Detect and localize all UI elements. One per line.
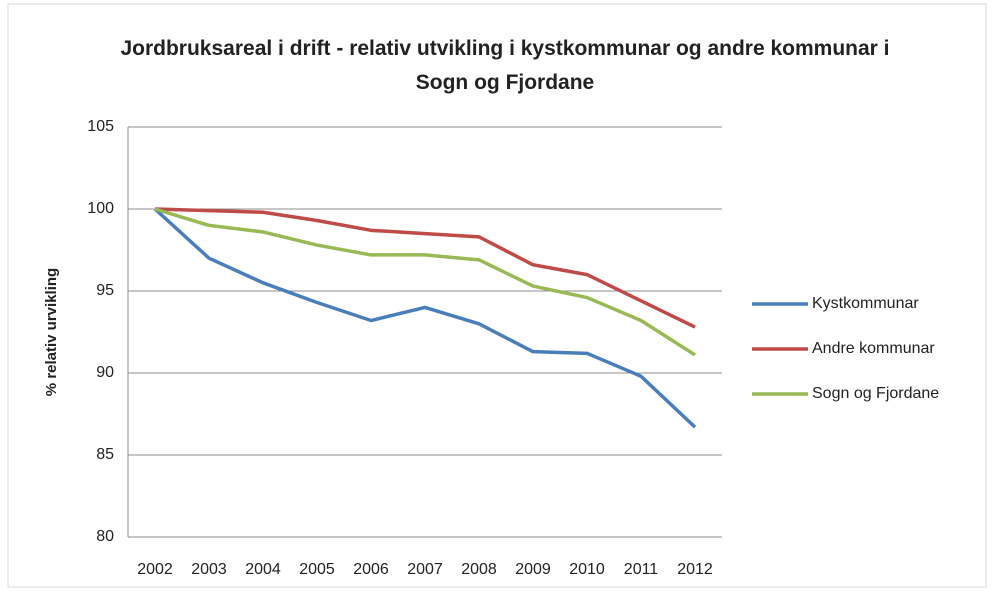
legend-label: Sogn og Fjordane (812, 385, 939, 402)
x-tick-label: 2007 (407, 561, 443, 578)
y-axis-label: % relativ urvikling (43, 268, 60, 396)
x-tick-label: 2012 (677, 561, 713, 578)
line-series (154, 207, 696, 357)
line-series (153, 207, 697, 429)
chart-border (7, 3, 987, 588)
chart-title: Jordbruksareal i drift - relativ utvikli… (120, 37, 890, 94)
x-tick-label: 2011 (624, 561, 659, 578)
x-tick-label: 2009 (515, 561, 551, 578)
legend-label: Kystkommunar (812, 295, 919, 312)
x-tick-label: 2002 (137, 561, 173, 578)
y-tick-label: 95 (96, 282, 114, 299)
x-tick-label: 2005 (299, 561, 335, 578)
x-tick-label: 2010 (569, 561, 605, 578)
line-series (154, 207, 696, 329)
legend-label: Andre kommunar (812, 340, 935, 357)
y-tick-label: 100 (87, 200, 114, 217)
y-tick-label: 80 (96, 528, 114, 545)
x-tick-label: 2003 (191, 561, 227, 578)
y-tick-label: 90 (96, 364, 114, 381)
x-tick-label: 2008 (461, 561, 497, 578)
y-tick-label: 105 (87, 118, 114, 135)
y-tick-label: 85 (96, 446, 114, 463)
x-tick-label: 2004 (245, 561, 281, 578)
x-tick-label: 2006 (353, 561, 389, 578)
